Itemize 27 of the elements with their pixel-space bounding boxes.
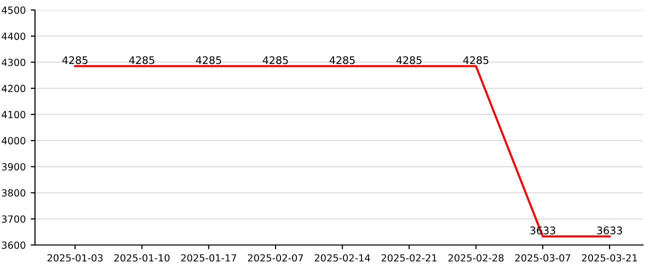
y-tick-label: 4400	[2, 32, 26, 40]
y-tick-label: 4000	[2, 137, 26, 144]
data-label: 4285	[262, 56, 288, 64]
x-tick-label: 2025-02-21	[382, 254, 437, 262]
y-tick-label: 3600	[2, 241, 26, 249]
y-tick-label: 4500	[2, 6, 26, 14]
x-tick-label: 2025-02-07	[248, 254, 303, 262]
y-tick-label: 3800	[2, 189, 26, 197]
y-tick-label: 4200	[2, 84, 26, 92]
y-tick-label: 4100	[2, 110, 26, 118]
data-label: 4285	[62, 56, 88, 64]
x-tick-label: 2025-02-28	[448, 254, 504, 262]
x-tick-label: 2025-01-03	[48, 254, 103, 262]
x-tick-label: 2025-01-17	[181, 254, 236, 262]
y-tick-label: 3700	[2, 215, 26, 223]
data-label: 4285	[330, 56, 355, 64]
data-label: 3633	[597, 226, 622, 234]
data-label: 4285	[463, 56, 488, 64]
data-label: 4285	[396, 56, 422, 64]
y-tick-label: 3900	[2, 163, 26, 170]
x-tick-label: 2025-03-21	[582, 254, 637, 262]
x-tick-label: 2025-01-10	[114, 254, 170, 262]
data-label: 4285	[196, 56, 222, 64]
y-tick-label: 4300	[2, 58, 26, 66]
data-label: 4285	[129, 56, 154, 64]
x-tick-label: 2025-03-07	[515, 254, 570, 262]
x-tick-label: 2025-02-14	[314, 254, 370, 262]
